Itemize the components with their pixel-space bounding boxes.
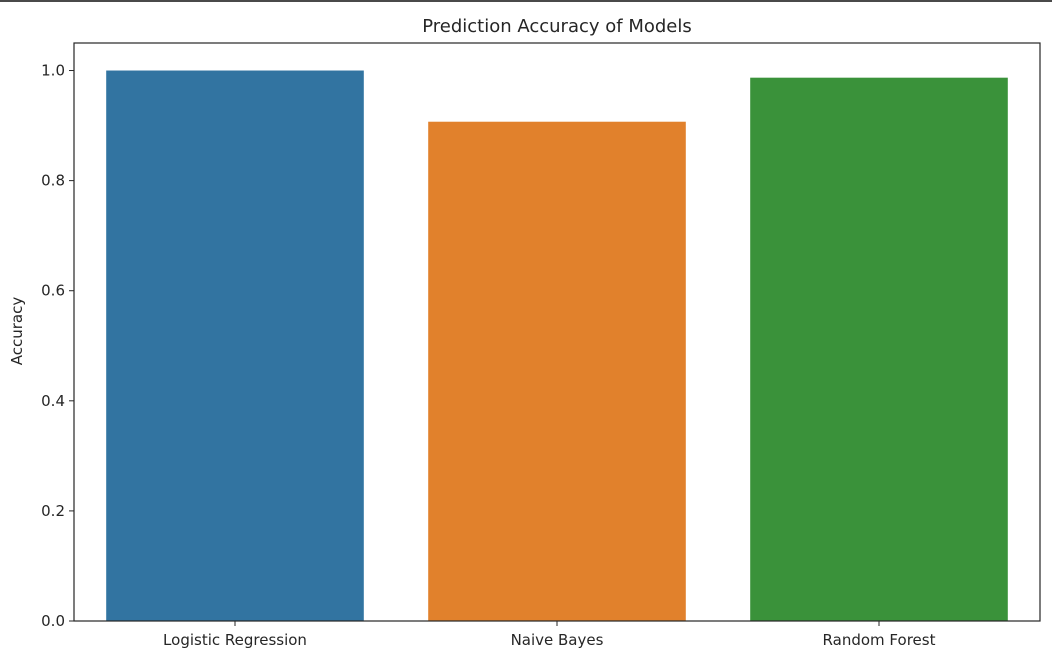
- chart-title: Prediction Accuracy of Models: [422, 16, 692, 37]
- y-tick-label: 0.8: [41, 172, 65, 190]
- x-ticks-group: Logistic Regression Naive Bayes Random For…: [163, 621, 936, 649]
- y-ticks-group: 0.0 0.2 0.4 0.6 0.8 1.0: [41, 62, 74, 630]
- x-tick-label: Naive Bayes: [511, 631, 604, 649]
- y-axis-label: Accuracy: [8, 297, 26, 366]
- x-tick-label: Logistic Regression: [163, 631, 307, 649]
- bars-group: [106, 70, 1008, 622]
- y-tick-label: 0.2: [41, 502, 65, 520]
- bar-random-forest: [750, 77, 1008, 622]
- window-top-border: [0, 0, 1052, 2]
- plot-frame: [73, 42, 1041, 622]
- bar-naive-bayes: [428, 121, 686, 622]
- x-tick-label: Random Forest: [823, 631, 936, 649]
- y-tick-label: 0.4: [41, 392, 65, 410]
- y-tick-label: 1.0: [41, 62, 65, 80]
- bar-logistic-regression: [106, 70, 364, 622]
- y-tick-label: 0.0: [41, 612, 65, 630]
- y-tick-label: 0.6: [41, 282, 65, 300]
